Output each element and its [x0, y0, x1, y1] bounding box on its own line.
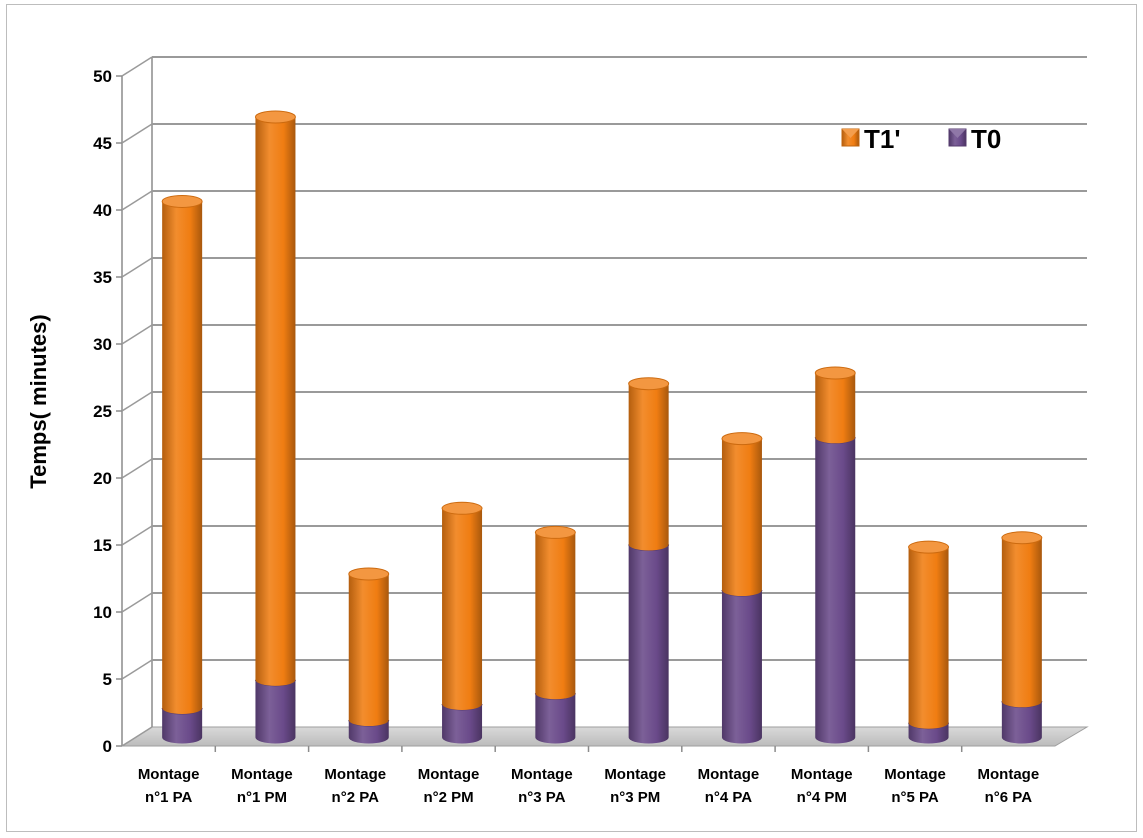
gridline-depth	[121, 56, 153, 77]
y-tick-label: 30	[93, 335, 112, 354]
bar-top-cap	[908, 540, 950, 554]
bar-top-cap	[161, 194, 203, 208]
legend-swatch-highlight	[949, 129, 966, 138]
y-axis-title: Temps( minutes)	[26, 314, 51, 488]
bar-stack	[161, 194, 203, 744]
gridline-depth	[121, 257, 153, 278]
x-tick-label: Montage	[604, 766, 666, 783]
x-tick-label: n°2 PM	[423, 789, 473, 806]
x-tick-label: Montage	[231, 766, 293, 783]
legend-label: T0	[971, 124, 1001, 154]
bar-segment-t0	[721, 590, 762, 744]
bar-segment-t0	[348, 720, 389, 744]
bar-segment-t1	[255, 117, 296, 686]
gridline-depth	[121, 726, 153, 747]
x-tick-label: n°3 PM	[610, 789, 660, 806]
bar-stack	[814, 366, 856, 744]
x-tick-label: n°5 PA	[891, 789, 939, 806]
bar-segment-t0	[162, 707, 203, 744]
x-tick-label: n°4 PA	[705, 789, 753, 806]
y-tick-label: 40	[93, 201, 112, 220]
gridline-depth	[121, 123, 153, 144]
gridline-depth	[121, 391, 153, 412]
gridline-depth	[121, 458, 153, 479]
bar-segment-t0	[535, 693, 576, 744]
gridline-depth	[121, 324, 153, 345]
x-tick-label: Montage	[884, 766, 946, 783]
bar-stack	[908, 540, 950, 744]
legend-item: T0	[948, 124, 1001, 154]
bar-segment-t0	[628, 544, 669, 744]
bar-segment-t0	[442, 703, 483, 744]
bar-segment-t1	[162, 201, 203, 714]
x-tick-label: n°1 PA	[145, 789, 193, 806]
y-tick-label: 50	[93, 67, 112, 86]
x-tick-label: n°3 PA	[518, 789, 566, 806]
bar-segment-t1	[815, 372, 856, 444]
bar-segment-t1	[348, 573, 389, 727]
y-tick-label: 25	[93, 402, 112, 421]
bar-segment-t1	[1001, 537, 1042, 708]
bar-top-cap	[534, 525, 576, 539]
x-tick-label: Montage	[324, 766, 386, 783]
bar-segment-t0	[1001, 701, 1042, 744]
x-tick-label: n°4 PM	[797, 789, 847, 806]
bar-stack	[348, 567, 390, 744]
y-tick-label: 45	[93, 134, 112, 153]
bar-segment-t1	[721, 438, 762, 597]
bar-stack	[441, 501, 483, 744]
x-tick-label: Montage	[791, 766, 853, 783]
y-tick-label: 0	[103, 737, 112, 756]
x-tick-label: n°6 PA	[985, 789, 1033, 806]
bar-top-cap	[628, 377, 670, 391]
bar-stack	[534, 525, 576, 744]
legend-item: T1'	[841, 124, 901, 154]
bar-top-cap	[721, 432, 763, 446]
bar-top-cap	[814, 366, 856, 380]
x-tick-label: Montage	[978, 766, 1040, 783]
bar-segment-t1	[908, 547, 949, 729]
bar-top-cap	[348, 567, 390, 581]
y-tick-label: 35	[93, 268, 112, 287]
gridline-depth	[121, 659, 153, 680]
x-tick-label: Montage	[511, 766, 573, 783]
bar-stack	[628, 377, 670, 744]
bar-segment-t0	[255, 679, 296, 744]
gridline-depth	[121, 592, 153, 613]
y-tick-label: 20	[93, 469, 112, 488]
bar-top-cap	[441, 501, 483, 515]
bar-segment-t1	[628, 383, 669, 551]
x-tick-label: Montage	[138, 766, 200, 783]
bar-segment-t0	[815, 437, 856, 744]
x-tick-label: n°1 PM	[237, 789, 287, 806]
x-tick-label: Montage	[418, 766, 480, 783]
y-tick-label: 15	[93, 536, 112, 555]
bar-segment-t1	[535, 532, 576, 700]
x-tick-label: Montage	[698, 766, 760, 783]
x-tick-label: n°2 PA	[332, 789, 380, 806]
bar-stack	[1001, 531, 1043, 744]
bar-top-cap	[1001, 531, 1043, 545]
bar-stack	[721, 432, 763, 744]
gridline-depth	[121, 190, 153, 211]
gridline-depth	[121, 525, 153, 546]
bar-stack	[254, 110, 296, 744]
legend-label: T1'	[864, 124, 901, 154]
bar-segment-t1	[442, 508, 483, 710]
legend-swatch-highlight	[842, 129, 859, 138]
y-tick-label: 5	[103, 670, 112, 689]
y-tick-label: 10	[93, 603, 112, 622]
bar-top-cap	[254, 110, 296, 124]
